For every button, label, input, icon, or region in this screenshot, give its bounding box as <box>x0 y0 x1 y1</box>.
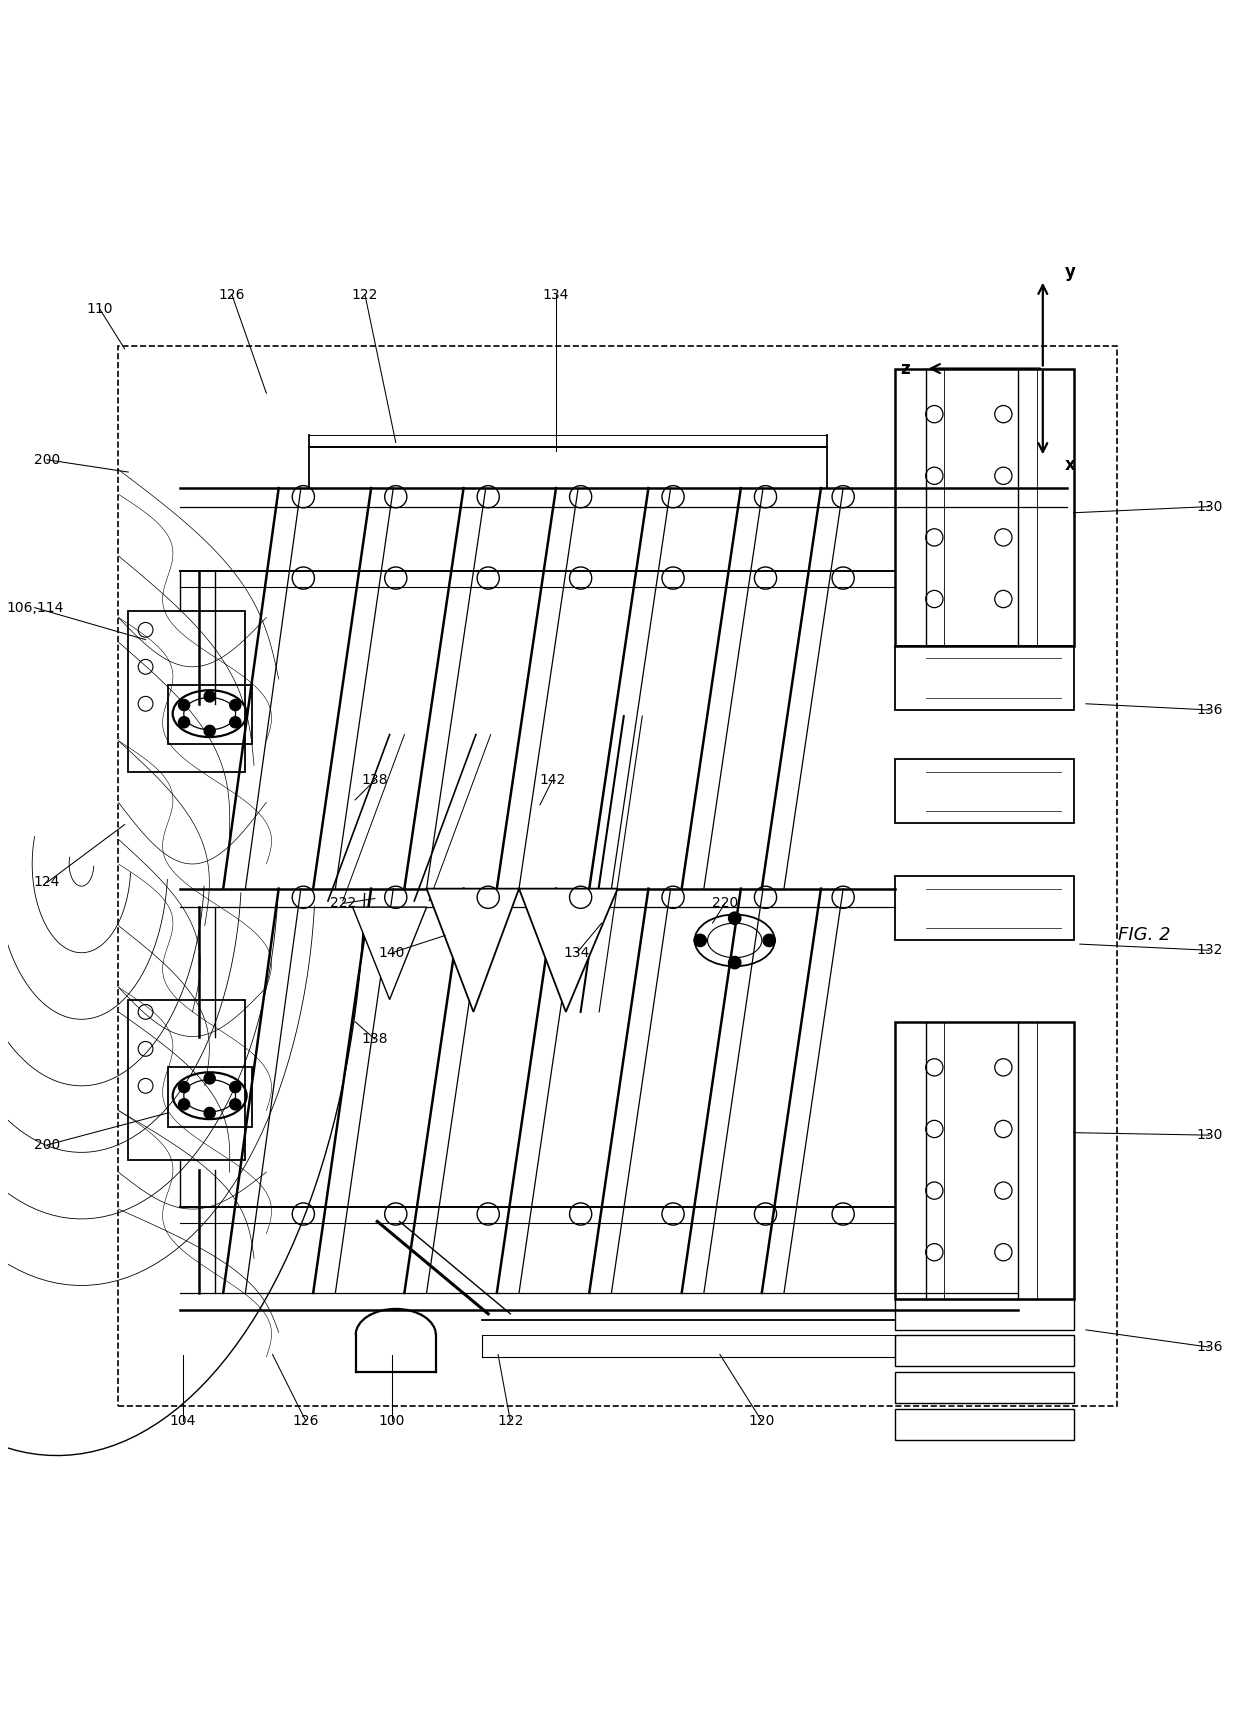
Bar <box>167 1068 252 1127</box>
Text: z: z <box>900 359 910 377</box>
Polygon shape <box>520 888 618 1013</box>
Text: 132: 132 <box>1197 943 1223 957</box>
Text: 130: 130 <box>1197 1128 1223 1142</box>
Text: 120: 120 <box>749 1414 775 1427</box>
Text: 134: 134 <box>543 287 569 302</box>
Bar <box>895 1021 1074 1299</box>
Text: 122: 122 <box>352 287 378 302</box>
Circle shape <box>729 912 740 924</box>
Text: y: y <box>1065 263 1076 282</box>
Text: 100: 100 <box>379 1414 405 1427</box>
Circle shape <box>229 1082 241 1092</box>
Bar <box>895 1334 1074 1365</box>
Bar <box>895 1299 1074 1331</box>
Circle shape <box>694 935 707 947</box>
Bar <box>128 612 246 772</box>
Circle shape <box>205 1108 216 1118</box>
Bar <box>895 759 1074 823</box>
Text: 200: 200 <box>33 453 60 467</box>
Bar <box>895 368 1074 646</box>
Circle shape <box>763 935 775 947</box>
Circle shape <box>729 956 740 969</box>
Circle shape <box>179 717 190 727</box>
Text: 126: 126 <box>218 287 246 302</box>
Circle shape <box>179 700 190 710</box>
Text: 122: 122 <box>497 1414 523 1427</box>
Text: x: x <box>1065 456 1076 473</box>
Bar <box>895 876 1074 940</box>
Circle shape <box>205 691 216 702</box>
Text: 126: 126 <box>293 1414 319 1427</box>
Text: 136: 136 <box>1195 703 1223 717</box>
Text: 130: 130 <box>1197 499 1223 513</box>
Circle shape <box>179 1099 190 1109</box>
Circle shape <box>229 700 241 710</box>
Bar <box>167 686 252 745</box>
Text: 138: 138 <box>362 1032 388 1045</box>
Circle shape <box>229 1099 241 1109</box>
Bar <box>119 346 1117 1407</box>
Text: 142: 142 <box>539 772 565 788</box>
Text: 104: 104 <box>170 1414 196 1427</box>
Polygon shape <box>427 888 520 1013</box>
Text: 136: 136 <box>1195 1341 1223 1355</box>
Circle shape <box>229 717 241 727</box>
Text: 124: 124 <box>33 876 61 890</box>
Text: 138: 138 <box>362 772 388 788</box>
Text: 220: 220 <box>712 897 738 911</box>
Text: FIG. 2: FIG. 2 <box>1117 926 1171 945</box>
Text: 222: 222 <box>330 897 356 911</box>
Circle shape <box>179 1082 190 1092</box>
Text: 140: 140 <box>379 945 405 959</box>
Text: 106,114: 106,114 <box>6 601 63 615</box>
Circle shape <box>205 726 216 736</box>
Bar <box>895 1408 1074 1439</box>
Polygon shape <box>352 907 427 999</box>
Text: 134: 134 <box>564 945 590 959</box>
Circle shape <box>205 1073 216 1083</box>
Text: 110: 110 <box>87 302 113 316</box>
Text: 200: 200 <box>33 1139 60 1153</box>
Bar <box>128 999 246 1159</box>
Bar <box>895 646 1074 710</box>
Bar <box>895 1372 1074 1403</box>
